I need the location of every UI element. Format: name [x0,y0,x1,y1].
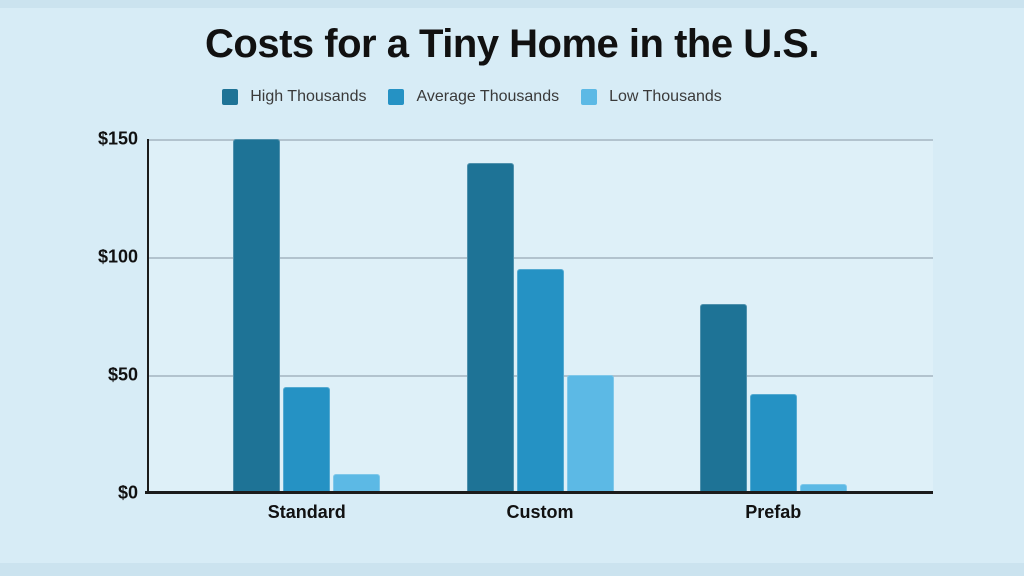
legend-label-low: Low Thousands [609,88,722,105]
bar-prefab-low-thousands [799,484,847,493]
plot-area [145,139,933,494]
gridline-150 [147,139,933,141]
x-axis-line [145,491,933,494]
legend-swatch-high-icon [222,89,239,105]
chart-title: Costs for a Tiny Home in the U.S. [205,22,819,66]
y-tick-label-0: $0 [117,482,138,503]
bar-prefab-high-thousands [699,304,747,493]
gridline-100 [147,257,933,259]
legend-item-low-thousands: Low Thousands [581,88,722,106]
bottom-border-strip [0,563,1024,576]
x-axis-label-prefab: Prefab [745,502,802,522]
legend-items: High Thousands Average Thousands Low Tho… [222,88,722,106]
y-axis-line [147,139,149,493]
x-axis-labels: Standard Custom Prefab [147,502,933,523]
legend-swatch-low-icon [581,89,598,105]
legend-swatch-average-icon [388,89,405,105]
bar-standard-low-thousands [333,474,381,493]
x-axis-label-custom: Custom [506,502,574,522]
x-axis-label-standard: Standard [267,502,346,522]
bar-standard-average-thousands [283,387,331,493]
legend-item-high-thousands: High Thousands [222,88,366,106]
bar-custom-average-thousands [516,269,564,493]
bar-groups [147,139,933,493]
top-border-strip [0,0,1024,8]
y-tick-label-100: $100 [97,246,138,267]
bar-group-prefab [699,304,847,493]
bar-group-standard [233,139,381,493]
bar-standard-high-thousands [233,139,281,493]
bar-custom-low-thousands [566,375,614,493]
bar-group-custom [466,163,614,493]
bar-prefab-average-thousands [749,394,797,493]
legend-item-average-thousands: Average Thousands [388,88,559,106]
legend-label-high: High Thousands [250,88,367,105]
y-tick-label-50: $50 [107,364,138,385]
chart-legend: High Thousands Average Thousands Low Tho… [0,88,1024,106]
bar-custom-high-thousands [466,163,514,493]
legend-label-average: Average Thousands [416,88,560,105]
y-tick-label-150: $150 [97,128,138,149]
